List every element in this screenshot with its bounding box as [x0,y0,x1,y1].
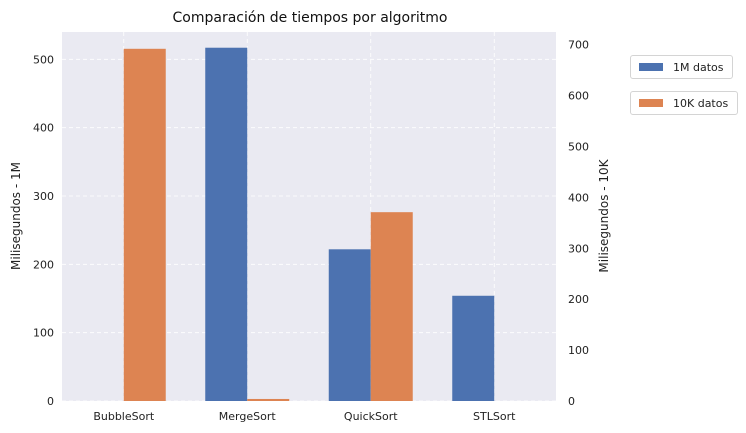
y-axis-left-ticks: 0 100 200 300 400 500 [33,53,54,408]
y-axis-right-ticks: 0 100 200 300 400 500 600 700 [568,39,589,408]
x-tick-label-0: BubbleSort [93,410,155,423]
y2-tick-label-3: 300 [568,242,589,255]
y-tick-label-2: 200 [33,258,54,271]
chart-title: Comparación de tiempos por algoritmo [173,10,448,26]
y2-tick-label-0: 0 [568,395,575,408]
y-axis-left-title: Milisegundos - 1M [9,162,23,270]
y2-tick-label-2: 200 [568,293,589,306]
y-tick-label-3: 300 [33,190,54,203]
y2-tick-label-5: 500 [568,141,589,154]
x-axis-ticks: BubbleSort MergeSort QuickSort STLSort [93,410,516,423]
x-tick-label-1: MergeSort [219,410,277,423]
y2-tick-label-7: 700 [568,39,589,52]
legend-label-10k: 10K datos [673,96,729,110]
bar-1m-datos-quicksort [328,249,371,401]
y2-tick-label-6: 600 [568,90,589,103]
bar-10k-datos-bubblesort [123,48,166,401]
y-axis-right-title: Milisegundos - 10K [597,158,611,272]
y2-tick-label-4: 400 [568,191,589,204]
legend-item-1m: 1M datos [630,55,733,79]
x-tick-label-2: QuickSort [344,410,398,423]
bar-10k-datos-mergesort [247,398,290,401]
bar-1m-datos-mergesort [205,47,248,401]
y-tick-label-1: 100 [33,327,54,340]
legend-swatch-1m [639,63,663,71]
y-tick-label-5: 500 [33,53,54,66]
legend-swatch-10k [639,99,663,107]
y-tick-label-4: 400 [33,122,54,135]
bar-1m-datos-stlsort [452,295,495,401]
bar-10k-datos-quicksort [370,212,413,401]
legend-item-10k: 10K datos [630,91,738,115]
y-tick-label-0: 0 [47,395,54,408]
legend-label-1m: 1M datos [673,60,724,74]
y2-tick-label-1: 100 [568,344,589,357]
x-tick-label-3: STLSort [473,410,516,423]
bars [123,47,495,401]
